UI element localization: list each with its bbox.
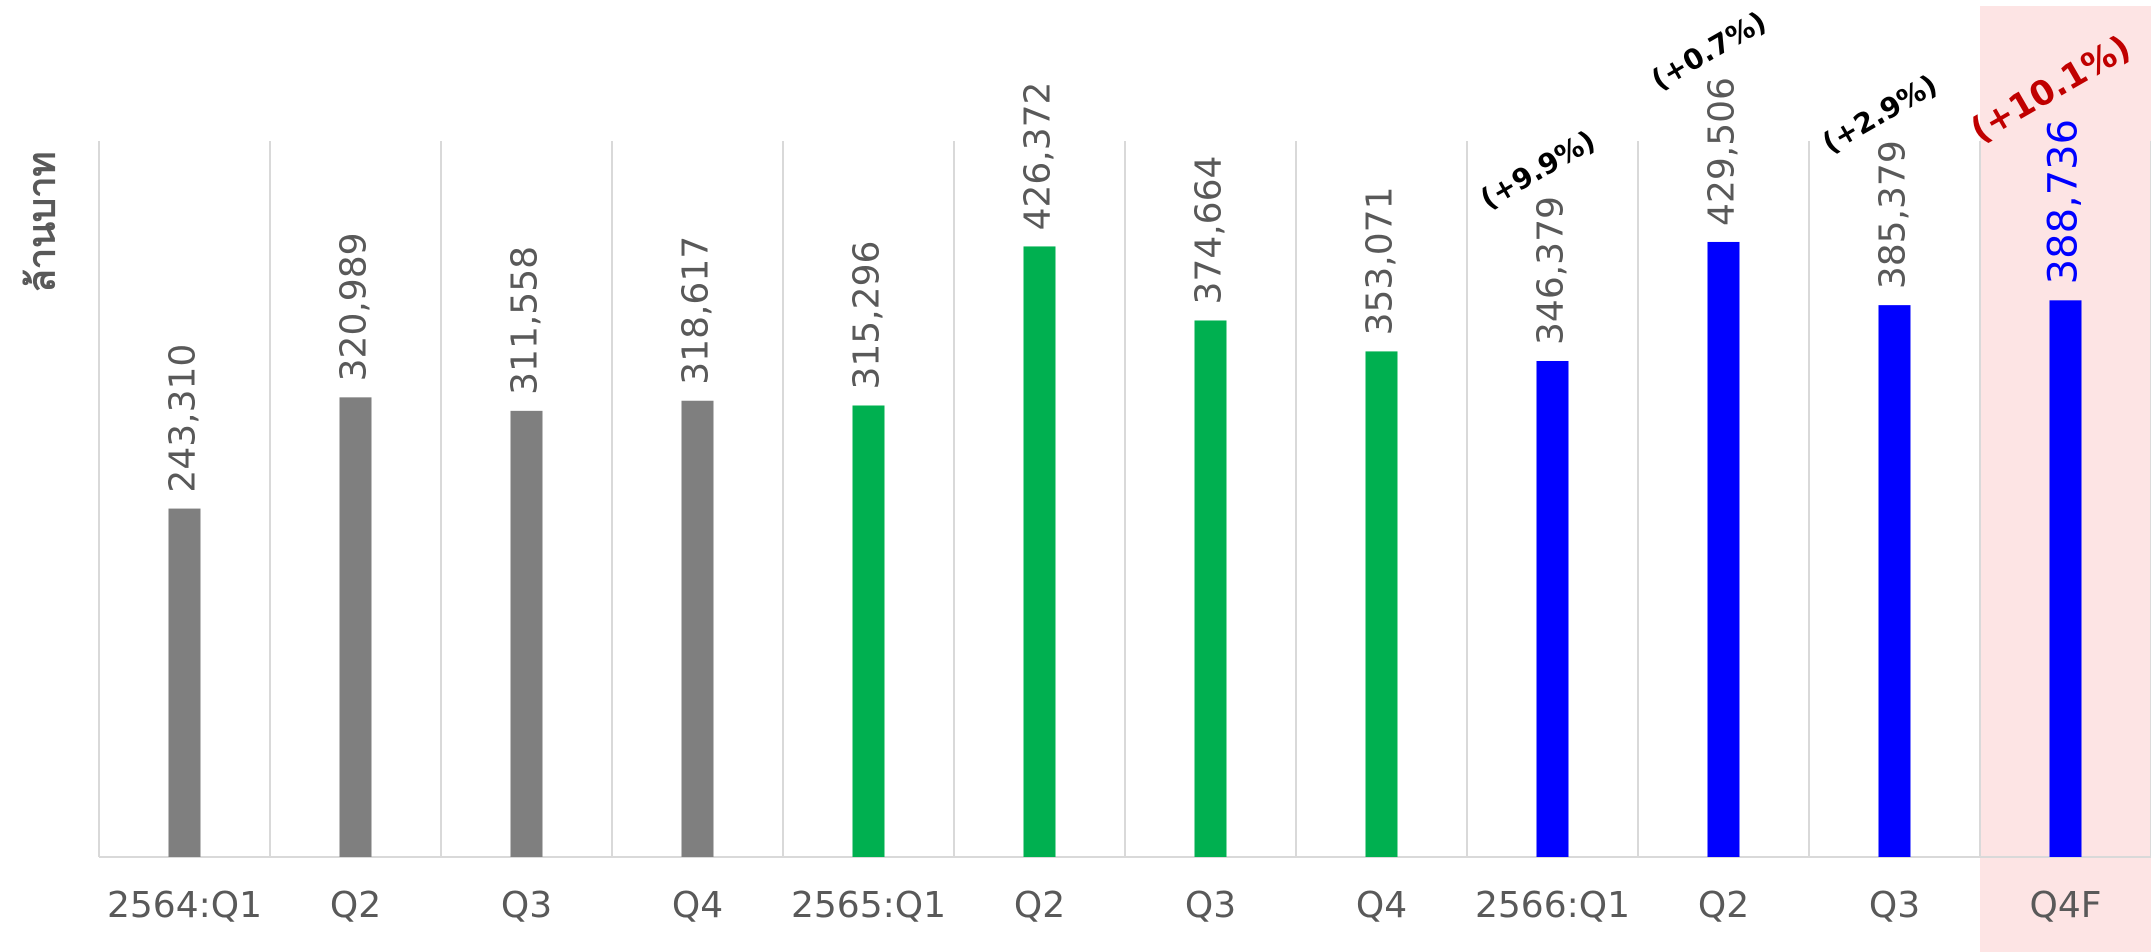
x-tick-label: Q4F bbox=[2030, 885, 2102, 926]
x-tick-label: Q4 bbox=[1356, 885, 1407, 926]
bar bbox=[1707, 241, 1740, 858]
bar bbox=[2049, 300, 2082, 857]
x-tick-label: Q2 bbox=[1014, 885, 1065, 926]
value-label: 311,558 bbox=[505, 246, 546, 395]
bar bbox=[1023, 246, 1056, 857]
value-label: 429,506 bbox=[1702, 77, 1743, 226]
x-tick-label: 2565:Q1 bbox=[791, 885, 946, 926]
x-tick-label: Q3 bbox=[1185, 885, 1236, 926]
value-label: 318,617 bbox=[676, 236, 717, 385]
x-tick-label: 2564:Q1 bbox=[107, 885, 262, 926]
value-label: 315,296 bbox=[847, 241, 888, 390]
value-label: 353,071 bbox=[1360, 187, 1401, 336]
x-tick-label: Q3 bbox=[1869, 885, 1920, 926]
value-label: 374,664 bbox=[1189, 156, 1230, 305]
bar bbox=[1536, 360, 1569, 857]
y-axis-label: ล้านบาท bbox=[20, 151, 64, 292]
bar bbox=[510, 410, 543, 857]
x-tick-label: Q2 bbox=[330, 885, 381, 926]
value-label: 388,736 bbox=[2041, 119, 2087, 284]
bar bbox=[1878, 305, 1911, 857]
x-tick-label: 2566:Q1 bbox=[1475, 885, 1630, 926]
bar bbox=[1365, 351, 1398, 857]
value-label: 426,372 bbox=[1018, 82, 1059, 231]
bar bbox=[168, 508, 201, 857]
value-label: 346,379 bbox=[1531, 196, 1572, 345]
x-tick-label: Q2 bbox=[1698, 885, 1749, 926]
x-tick-label: Q3 bbox=[501, 885, 552, 926]
x-tick-label: Q4 bbox=[672, 885, 723, 926]
bar bbox=[1194, 320, 1227, 857]
value-label: 385,379 bbox=[1873, 140, 1914, 289]
value-label: 320,989 bbox=[334, 232, 375, 381]
bar bbox=[339, 397, 372, 857]
value-label: 243,310 bbox=[163, 344, 204, 493]
bar bbox=[681, 400, 714, 857]
bar bbox=[852, 405, 885, 857]
